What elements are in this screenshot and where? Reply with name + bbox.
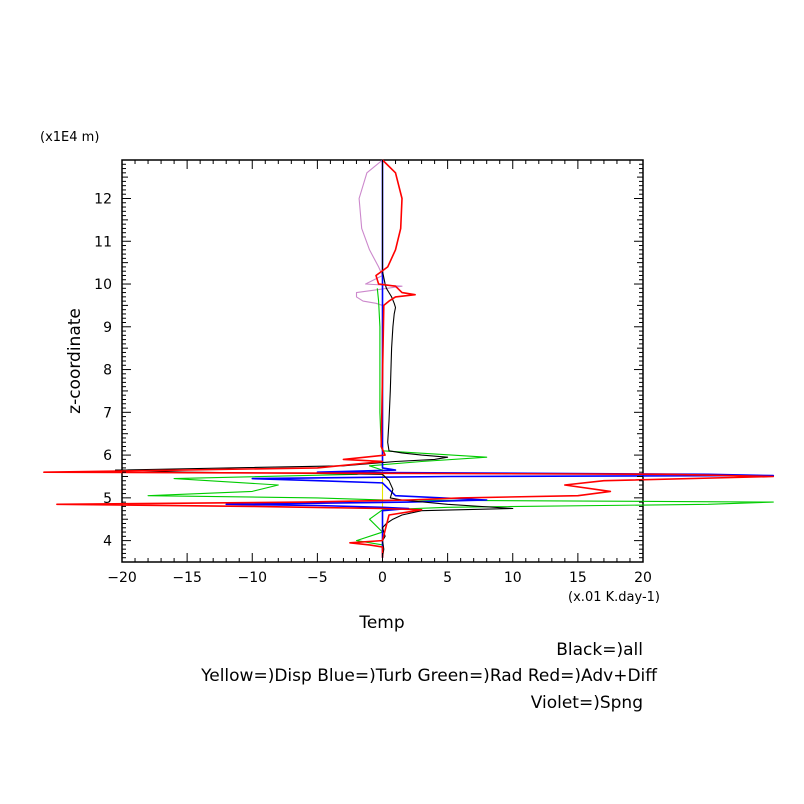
x-tick-label: 5 (443, 570, 452, 586)
x-tick-label: 0 (378, 570, 387, 586)
series-line-spng (355, 159, 403, 306)
y-tick-label: 10 (94, 277, 112, 293)
x-tick-label: −20 (107, 570, 137, 586)
y-tick-label: 9 (103, 320, 112, 336)
legend-line-3: Violet=)Spng (531, 693, 643, 713)
x-tick-label: 15 (569, 570, 587, 586)
x-tick-label: 10 (504, 570, 522, 586)
y-tick-label: 6 (103, 448, 112, 464)
x-tick-label: 20 (634, 570, 652, 586)
x-axis-label: Temp (358, 613, 404, 633)
series-line-all (114, 160, 514, 558)
x-tick-label: −15 (172, 570, 202, 586)
legend-line-2: Yellow=)Disp Blue=)Turb Green=)Rad Red=)… (200, 666, 658, 686)
y-tick-label: 8 (103, 363, 112, 379)
x-tick-label: −5 (307, 570, 328, 586)
y-axis-label: z-coordinate (65, 308, 85, 414)
y-tick-label: 12 (94, 191, 112, 207)
y-tick-label: 4 (103, 534, 112, 550)
x-unit-label: (x.01 K.day-1) (568, 590, 660, 605)
y-tick-label: 7 (103, 405, 112, 421)
series-line-turb (225, 160, 775, 558)
legend-line-1: Black=)all (556, 640, 643, 660)
y-tick-label: 11 (94, 234, 112, 250)
series-line-adv-diff (43, 159, 775, 558)
y-unit-label: (x1E4 m) (40, 130, 99, 145)
x-tick-label: −10 (237, 570, 267, 586)
y-tick-label: 5 (103, 491, 112, 507)
